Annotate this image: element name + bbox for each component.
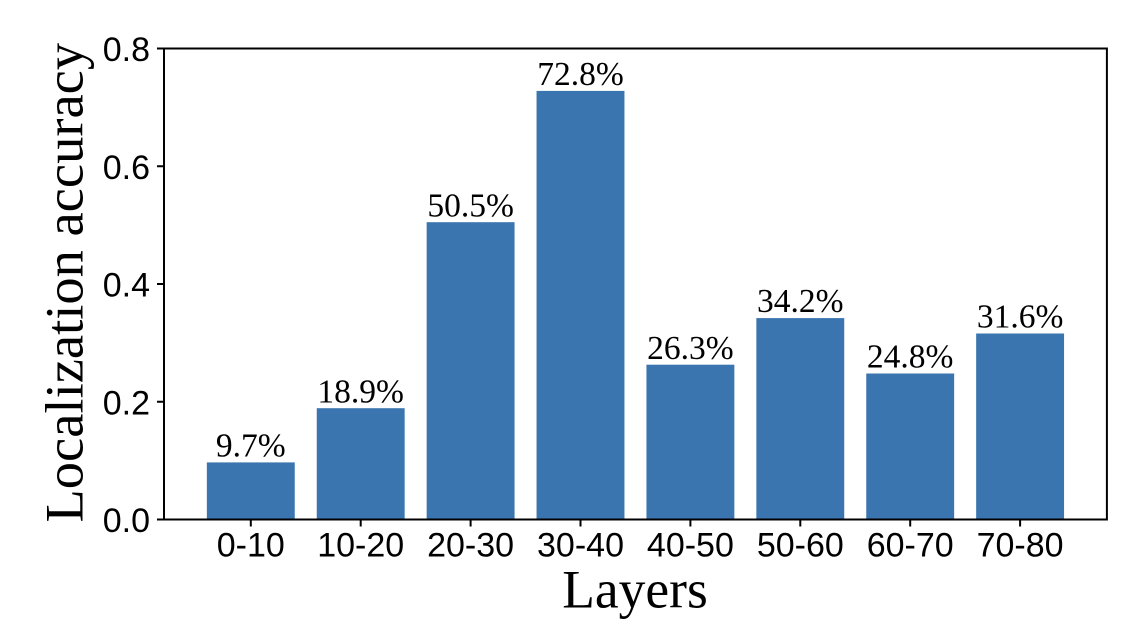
svg-text:50-60: 50-60 (757, 527, 844, 565)
svg-text:10-20: 10-20 (317, 527, 404, 565)
svg-text:40-50: 40-50 (647, 527, 734, 565)
svg-text:Localization accuracy: Localization accuracy (34, 42, 95, 522)
svg-text:0-10: 0-10 (217, 527, 285, 565)
svg-text:50.5%: 50.5% (427, 187, 514, 224)
svg-text:0.0: 0.0 (103, 502, 150, 540)
svg-text:0.8: 0.8 (103, 31, 150, 69)
svg-text:0.6: 0.6 (103, 149, 150, 187)
svg-text:18.9%: 18.9% (317, 373, 404, 410)
svg-text:60-70: 60-70 (867, 527, 954, 565)
svg-text:Layers: Layers (562, 560, 708, 620)
svg-text:72.8%: 72.8% (537, 56, 624, 93)
svg-text:30-40: 30-40 (537, 527, 624, 565)
svg-text:0.2: 0.2 (103, 384, 150, 422)
svg-text:20-30: 20-30 (427, 527, 514, 565)
svg-text:9.7%: 9.7% (216, 428, 286, 465)
svg-text:31.6%: 31.6% (977, 299, 1064, 336)
svg-text:70-80: 70-80 (977, 527, 1064, 565)
svg-text:34.2%: 34.2% (757, 283, 844, 320)
svg-text:26.3%: 26.3% (647, 330, 734, 367)
svg-text:0.4: 0.4 (103, 267, 150, 305)
svg-text:24.8%: 24.8% (867, 339, 954, 376)
